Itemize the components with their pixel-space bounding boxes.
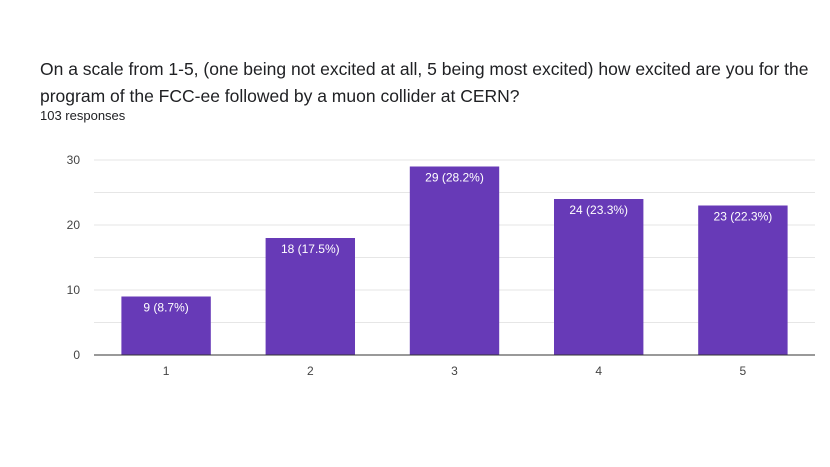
y-tick-label: 0 [73,348,80,362]
bar-data-label: 29 (28.2%) [425,171,484,185]
bar[interactable] [698,205,788,356]
question-title: On a scale from 1-5, (one being not exci… [40,59,809,106]
data-labels: 9 (8.7%) 18 (17.5%) 29 (28.2%) 24 (23.3%) 23… [143,171,772,315]
y-tick-label: 20 [67,218,81,232]
x-tick-label: 4 [595,364,602,378]
bar[interactable] [409,166,500,356]
bar-data-label: 24 (23.3%) [569,203,628,217]
bar[interactable] [265,238,356,355]
response-count: 103 responses [40,108,126,123]
x-axis-ticks: 1 2 3 4 5 [163,364,747,378]
bar[interactable] [553,199,644,355]
y-tick-label: 30 [67,153,81,167]
x-tick-label: 1 [163,364,170,378]
x-tick-label: 2 [307,364,314,378]
bar-data-label: 18 (17.5%) [281,242,340,256]
bars [121,166,788,356]
bar-data-label: 9 (8.7%) [143,301,188,315]
y-tick-label: 10 [67,283,81,297]
bar-data-label: 23 (22.3%) [714,210,773,224]
x-tick-label: 5 [740,364,747,378]
x-tick-label: 3 [451,364,458,378]
y-axis-ticks: 0 10 20 30 [67,153,81,362]
bar[interactable] [121,296,211,356]
